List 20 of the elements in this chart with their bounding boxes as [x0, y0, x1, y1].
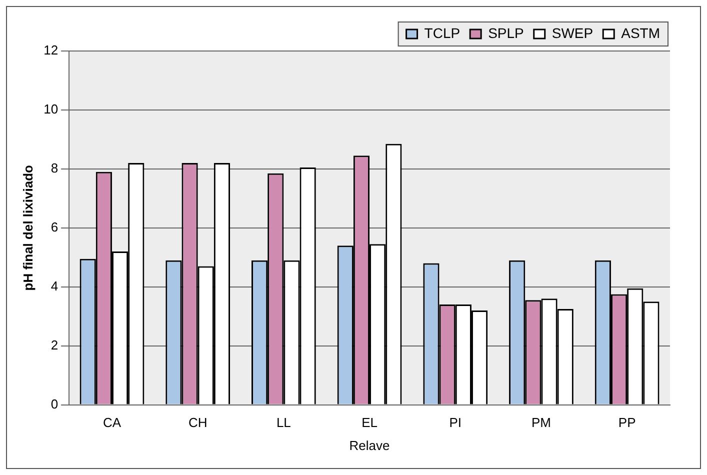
x-axis-title: Relave — [349, 438, 390, 453]
x-tick-label: PP — [618, 415, 636, 430]
x-tick-label: PM — [531, 415, 551, 430]
x-tick-label: CA — [102, 415, 122, 430]
y-tick-label: 6 — [50, 219, 58, 234]
x-tick-label: EL — [362, 415, 378, 430]
x-tick-label: PI — [449, 415, 462, 430]
y-tick-label: 2 — [50, 337, 58, 352]
y-tick-label: 4 — [50, 278, 58, 294]
y-axis-title: pH final del lixiviado — [20, 165, 36, 291]
y-tick-label: 10 — [44, 102, 58, 117]
legend-label: ASTM — [621, 24, 660, 41]
legend-label: SPLP — [488, 24, 524, 41]
y-tick-label: 8 — [50, 160, 58, 176]
legend-label: SWEP — [552, 24, 594, 41]
legend-label: TCLP — [424, 24, 460, 41]
x-tick-label: CH — [188, 415, 208, 430]
y-tick-label: 0 — [50, 396, 58, 412]
x-tick-label: LL — [276, 415, 291, 430]
y-tick-label: 12 — [44, 42, 58, 58]
